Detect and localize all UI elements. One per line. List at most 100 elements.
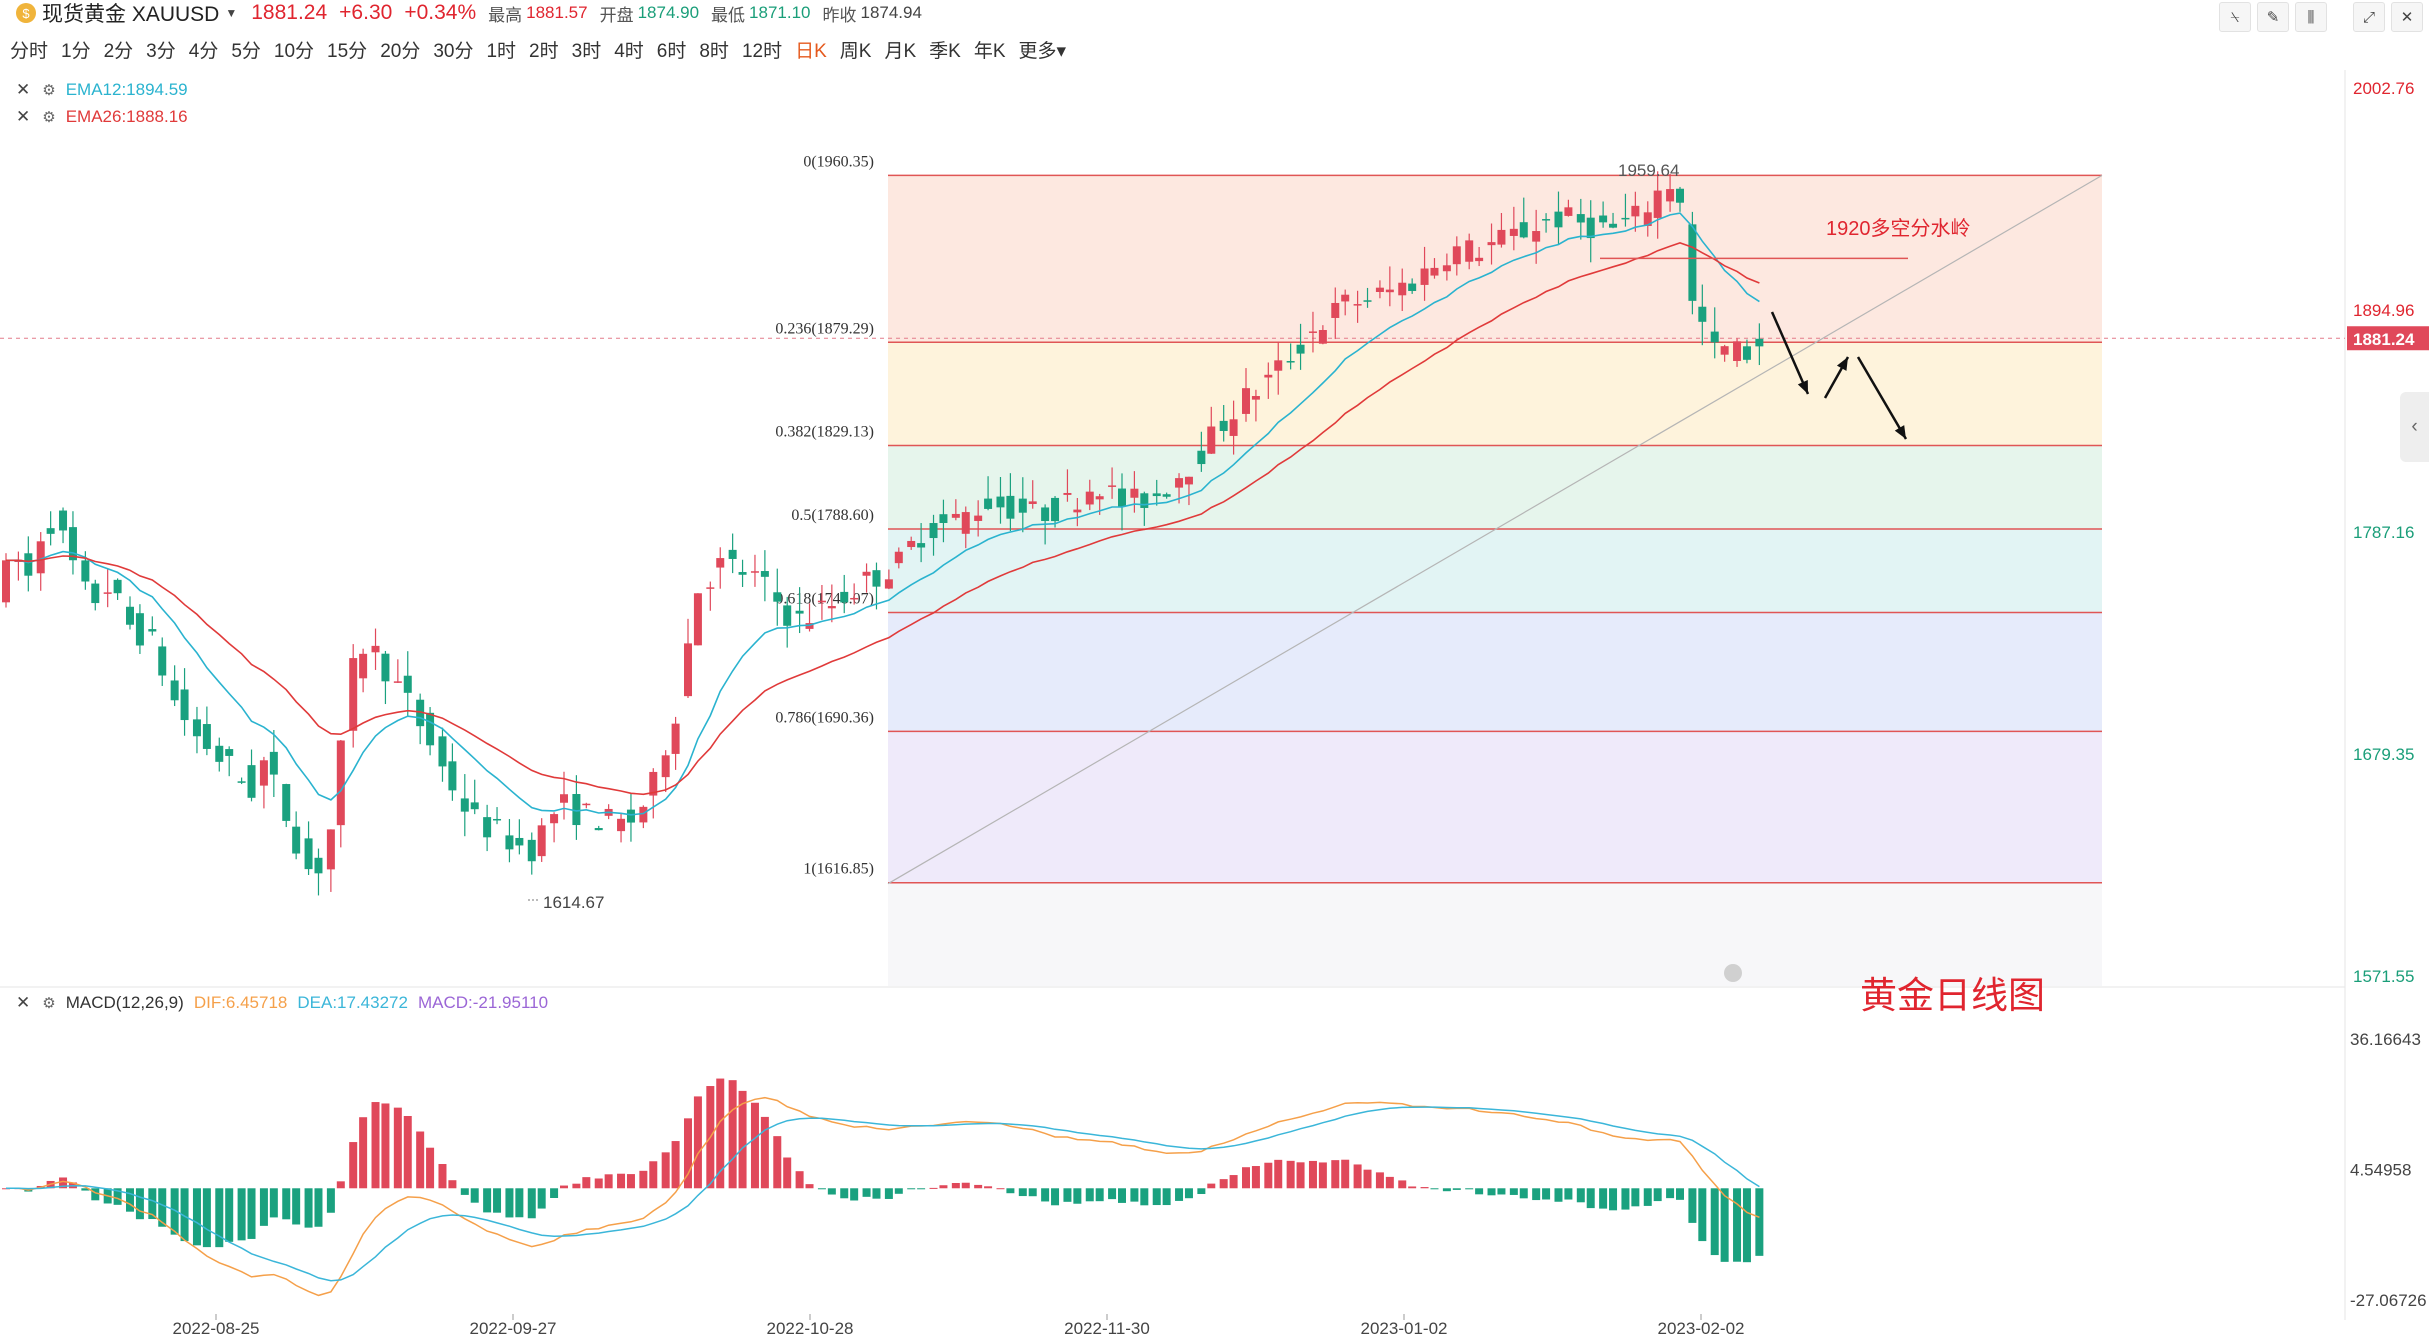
- candle-body: [336, 740, 345, 826]
- period-16[interactable]: 12时: [741, 41, 783, 62]
- macd-bar: [1430, 1188, 1439, 1190]
- remove-indicator-icon[interactable]: ✕: [16, 993, 31, 1012]
- period-22[interactable]: 更多▾: [1018, 41, 1067, 62]
- period-12[interactable]: 3时: [571, 41, 602, 62]
- macd-bar: [550, 1188, 559, 1198]
- period-3[interactable]: 3分: [146, 41, 176, 62]
- candle-body: [617, 818, 626, 832]
- period-15[interactable]: 8时: [699, 41, 729, 62]
- macd-bar: [572, 1183, 581, 1189]
- collapse-panel-tab[interactable]: ‹: [2400, 392, 2429, 462]
- fib-level-label: 0(1960.35): [803, 153, 874, 170]
- period-21[interactable]: 年K: [973, 41, 1006, 62]
- candle-body: [1108, 485, 1117, 487]
- candle-body: [438, 736, 447, 767]
- period-11[interactable]: 2时: [529, 41, 559, 62]
- candle-body: [403, 675, 412, 693]
- projection-arrow: [1856, 356, 1908, 440]
- period-4[interactable]: 4分: [188, 41, 219, 62]
- candle-body: [1341, 294, 1350, 302]
- candle-body: [237, 781, 246, 783]
- settings-icon[interactable]: ⚙: [42, 995, 56, 1012]
- candle-type-icon[interactable]: ⫼: [2295, 2, 2327, 32]
- period-13[interactable]: 4时: [614, 41, 644, 62]
- draw-icon[interactable]: ✎: [2257, 2, 2289, 32]
- fib-zone: [888, 342, 2102, 446]
- candle-body: [760, 571, 769, 577]
- candle-body: [126, 606, 134, 625]
- candle-body: [148, 629, 157, 632]
- dea-line: [6, 1106, 1760, 1282]
- macd-bar: [738, 1090, 747, 1189]
- period-2[interactable]: 2分: [103, 41, 134, 62]
- candle-body: [1286, 361, 1295, 363]
- macd-bar: [381, 1103, 390, 1189]
- macd-bar: [1006, 1188, 1015, 1194]
- candle-body: [951, 513, 960, 518]
- remove-indicator-icon[interactable]: ✕: [16, 80, 31, 99]
- candle-body: [996, 496, 1005, 508]
- macd-bar: [1609, 1188, 1618, 1211]
- macd-bar: [1051, 1188, 1060, 1206]
- x-axis-tick: 2022-10-28: [767, 1319, 854, 1338]
- period-10[interactable]: 1时: [486, 41, 517, 62]
- candle-body: [537, 825, 546, 857]
- period-18[interactable]: 周K: [839, 41, 872, 62]
- candle-body: [773, 592, 782, 602]
- candle-body: [1219, 420, 1228, 431]
- candle-body: [817, 600, 826, 603]
- candle-body: [626, 809, 635, 823]
- ema26-label: EMA26:1888.16: [65, 107, 188, 126]
- macd-bar: [215, 1188, 224, 1248]
- macd-bar: [1643, 1188, 1652, 1206]
- candle-body: [1542, 219, 1551, 221]
- fib-zone: [888, 612, 2102, 732]
- period-6[interactable]: 10分: [273, 41, 315, 62]
- period-8[interactable]: 20分: [380, 41, 421, 62]
- expand-icon[interactable]: ⤢: [2353, 2, 2385, 32]
- macd-bar: [1274, 1159, 1283, 1189]
- macd-bar: [917, 1188, 926, 1190]
- period-1[interactable]: 1分: [61, 41, 91, 62]
- indicator-icon[interactable]: ⍀: [2219, 2, 2251, 32]
- remove-indicator-icon[interactable]: ✕: [16, 107, 31, 126]
- fib-zone: [888, 731, 2102, 883]
- macd-bar: [1532, 1188, 1541, 1201]
- candle-body: [840, 591, 849, 603]
- candle-body: [1095, 496, 1104, 500]
- quote-header: $ 现货黄金 XAUUSD ▼ 1881.24 +6.30 +0.34% 最高 …: [0, 0, 2429, 26]
- macd-bar: [840, 1188, 849, 1199]
- candle-body: [527, 839, 536, 862]
- candle-body: [68, 527, 77, 561]
- macd-bar: [693, 1096, 702, 1189]
- candle-body: [448, 761, 457, 791]
- candle-body: [649, 771, 658, 796]
- chevron-down-icon[interactable]: ▼: [225, 6, 238, 20]
- symbol-selector[interactable]: 现货黄金 XAUUSD: [42, 3, 220, 26]
- candle-body: [1475, 257, 1484, 262]
- price-tag-bg: [2347, 326, 2429, 351]
- period-19[interactable]: 月K: [884, 41, 917, 62]
- period-17[interactable]: 日K: [795, 41, 827, 62]
- macd-bar: [1331, 1160, 1340, 1189]
- macd-bar: [1385, 1176, 1394, 1189]
- period-9[interactable]: 30分: [433, 41, 474, 62]
- close-icon[interactable]: ✕: [2391, 2, 2423, 32]
- macd-bar: [349, 1142, 358, 1189]
- fib-level-label: 0.618(1748.07): [775, 590, 874, 607]
- period-5[interactable]: 5分: [231, 41, 261, 62]
- macd-bar: [259, 1188, 268, 1226]
- settings-icon[interactable]: ⚙: [42, 82, 56, 99]
- period-20[interactable]: 季K: [929, 41, 961, 62]
- candle-body: [158, 646, 167, 676]
- candle-body: [1621, 217, 1630, 220]
- y-axis-tick: 2002.76: [2353, 79, 2414, 98]
- macd-bar: [884, 1188, 893, 1199]
- period-7[interactable]: 15分: [327, 41, 368, 62]
- settings-icon[interactable]: ⚙: [42, 109, 56, 126]
- macd-bar: [403, 1115, 412, 1189]
- period-14[interactable]: 6时: [656, 41, 687, 62]
- price-change: +6.30: [339, 1, 393, 24]
- period-0[interactable]: 分时: [10, 41, 49, 62]
